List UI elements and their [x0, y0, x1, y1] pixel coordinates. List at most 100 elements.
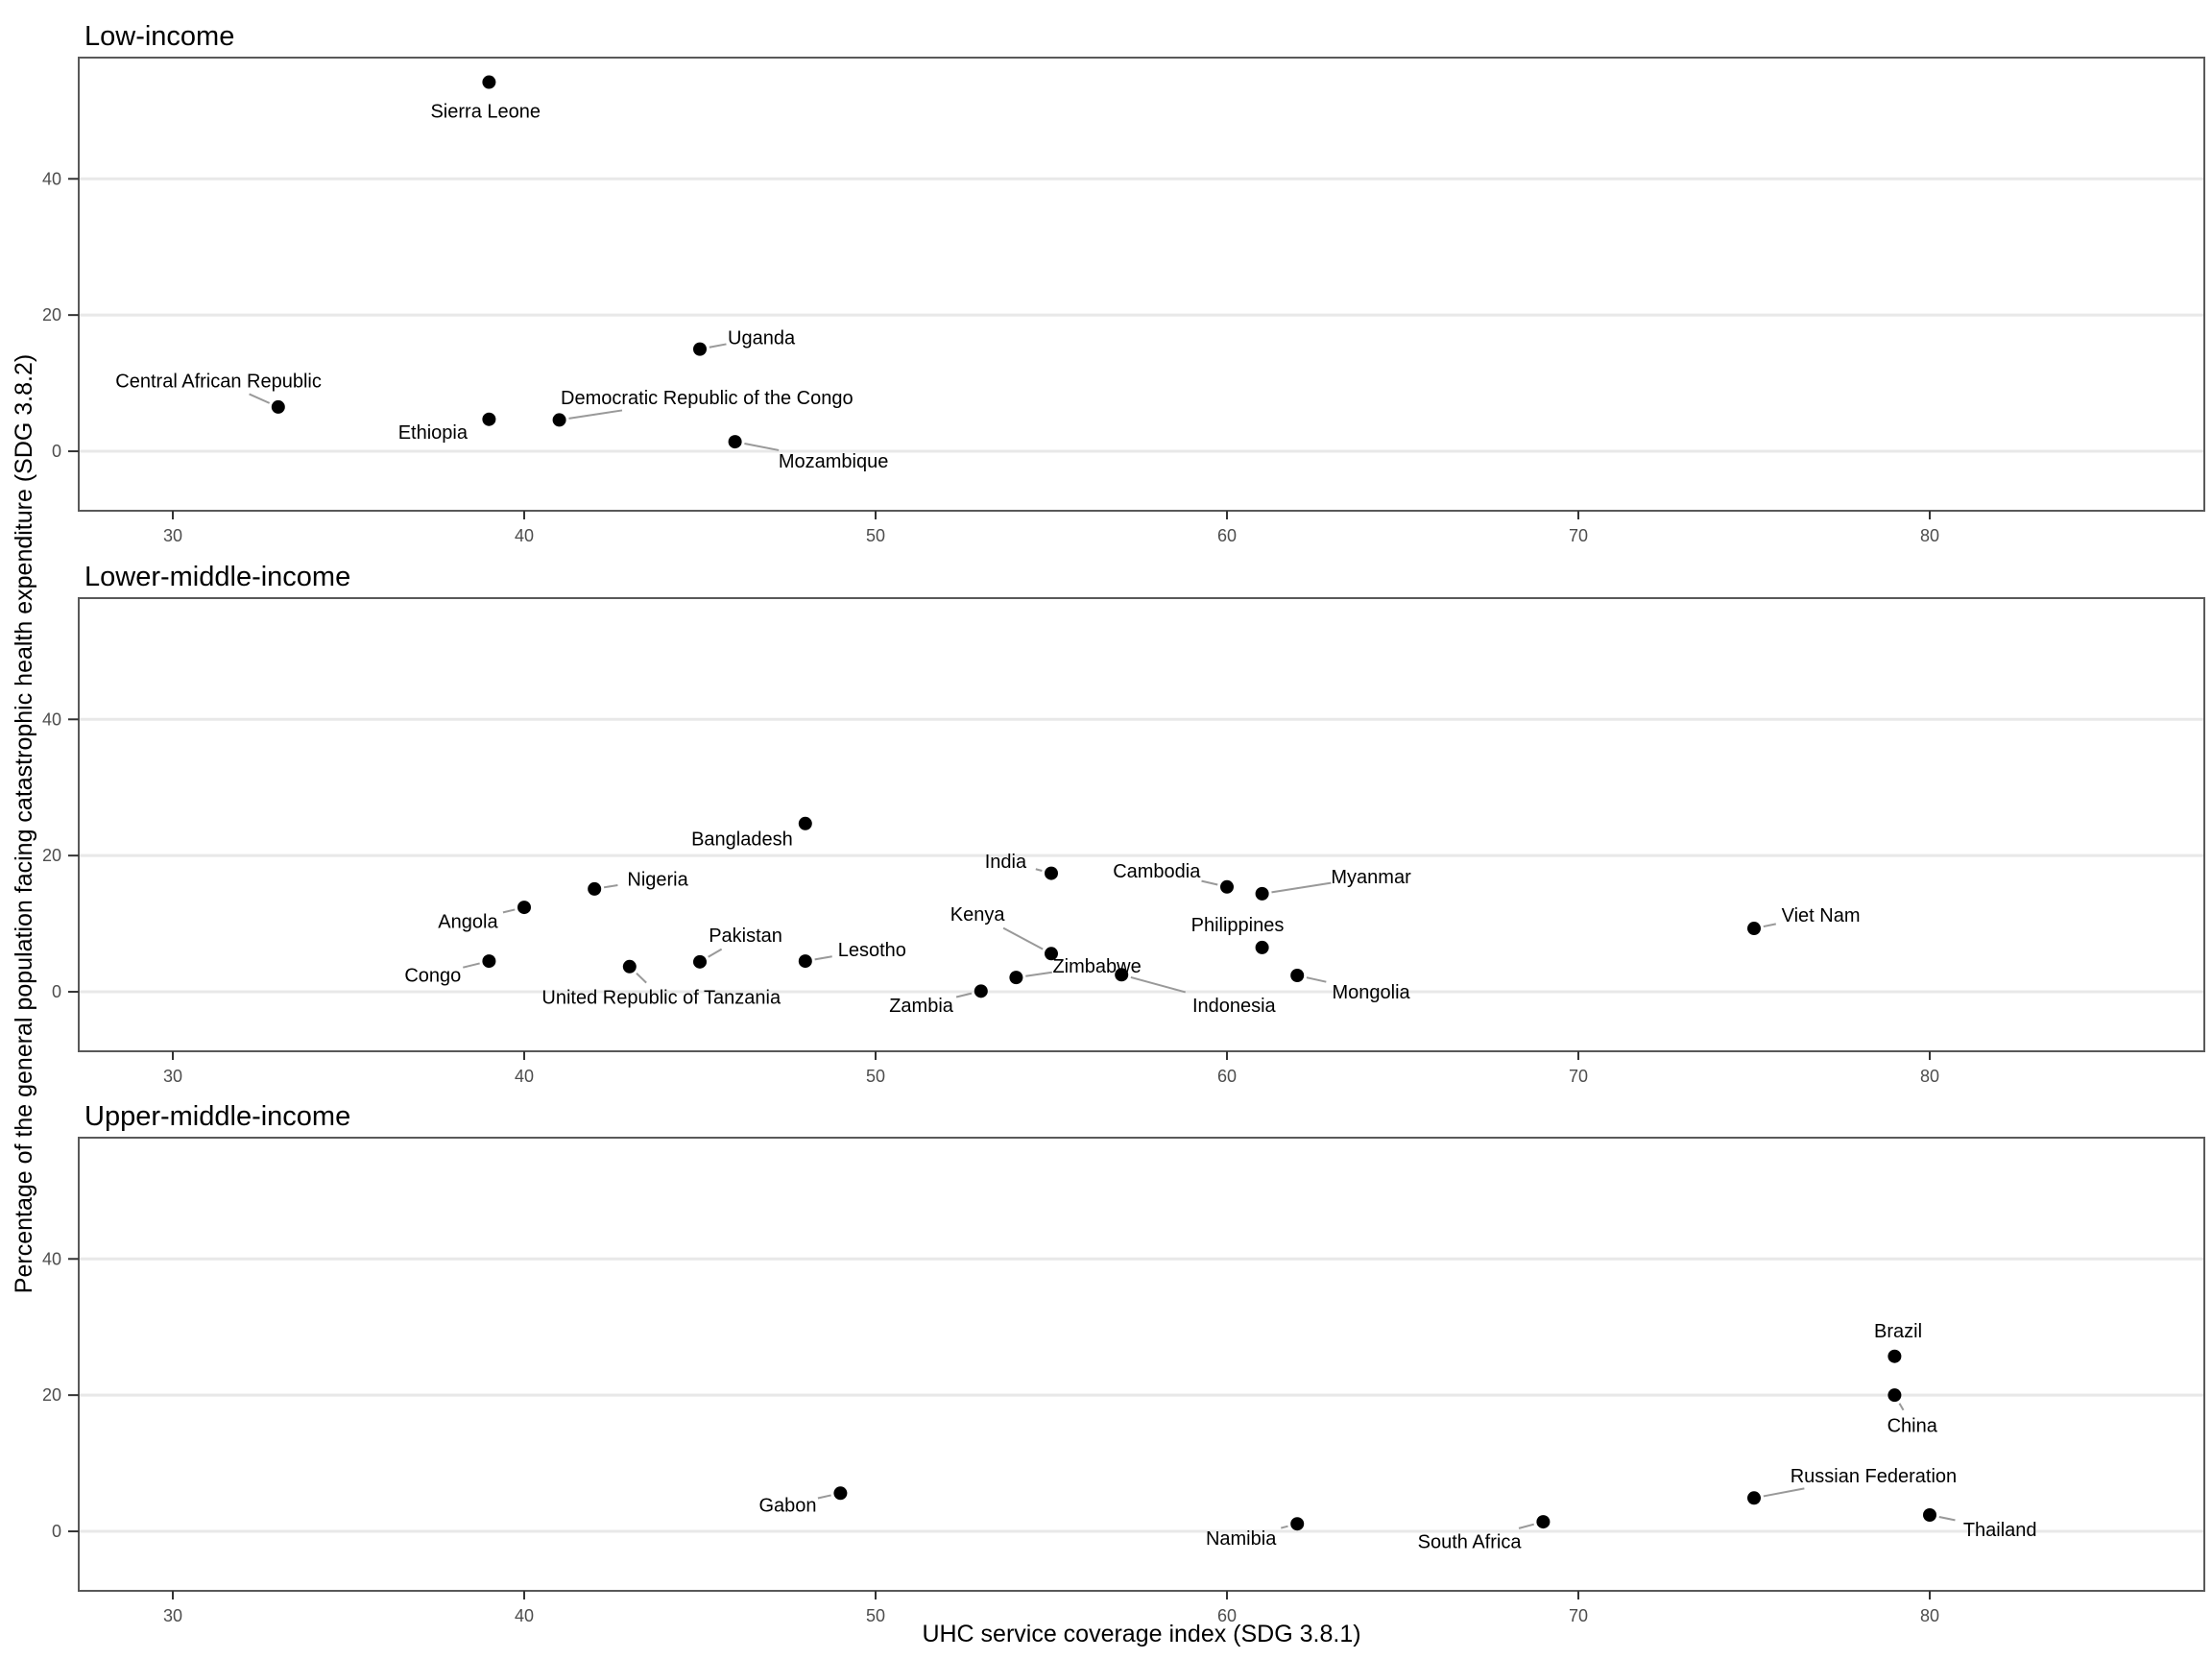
label-leader-line	[249, 393, 271, 404]
data-point-south-africa	[1536, 1515, 1551, 1529]
data-point-zimbabwe	[1009, 971, 1023, 985]
y-tick-label: 40	[42, 709, 61, 729]
point-label-cambodia: Cambodia	[1113, 861, 1201, 882]
facet-title-low-income: Low-income	[84, 21, 235, 52]
data-point-china	[1887, 1388, 1902, 1403]
y-tick-label: 20	[42, 305, 61, 325]
point-label-central-african-republic: Central African Republic	[115, 371, 322, 392]
point-label-viet-nam: Viet Nam	[1782, 905, 1861, 926]
label-leader-line	[636, 973, 647, 984]
data-point-mongolia	[1290, 969, 1305, 983]
point-label-russian-federation: Russian Federation	[1791, 1466, 1957, 1487]
data-point-myanmar	[1255, 886, 1269, 901]
label-leader-line	[1271, 881, 1332, 894]
y-tick-label: 20	[42, 846, 61, 865]
point-label-lesotho: Lesotho	[838, 940, 906, 961]
label-leader-line	[955, 992, 973, 998]
label-leader-line	[502, 908, 516, 914]
data-point-central-african-republic	[271, 399, 285, 414]
point-label-zimbabwe: Zimbabwe	[1052, 956, 1141, 977]
data-point-congo	[482, 954, 496, 969]
data-point-india	[1045, 866, 1058, 880]
point-label-democratic-republic-of-the-congo: Democratic Republic of the Congo	[561, 388, 854, 409]
data-point-bangladesh	[798, 816, 812, 830]
x-tick-label: 40	[515, 1606, 534, 1625]
label-leader-line	[709, 343, 727, 349]
data-point-nigeria	[588, 881, 602, 896]
label-leader-line	[1025, 971, 1052, 977]
data-point-gabon	[833, 1486, 848, 1501]
point-label-indonesia: Indonesia	[1192, 996, 1277, 1017]
label-leader-line	[1938, 1516, 1956, 1522]
data-point-ethiopia	[482, 412, 496, 426]
point-label-angola: Angola	[438, 911, 498, 932]
point-label-sierra-leone: Sierra Leone	[430, 101, 541, 122]
x-tick-label: 40	[515, 526, 534, 545]
x-tick-label: 80	[1920, 1067, 1939, 1086]
point-label-zambia: Zambia	[889, 996, 954, 1017]
data-point-viet-nam	[1747, 922, 1761, 936]
x-tick-label: 80	[1920, 526, 1939, 545]
data-point-lesotho	[798, 954, 812, 969]
point-label-kenya: Kenya	[950, 904, 1006, 926]
label-leader-line	[1763, 923, 1777, 928]
panel-border	[78, 597, 2205, 1052]
label-leader-line	[817, 1494, 831, 1500]
x-tick-label: 60	[1217, 1606, 1237, 1625]
label-leader-line	[1763, 1487, 1805, 1498]
y-tick-label: 20	[42, 1385, 61, 1405]
point-label-south-africa: South Africa	[1418, 1532, 1523, 1553]
data-point-democratic-republic-of-the-congo	[552, 413, 566, 427]
data-point-thailand	[1923, 1508, 1936, 1523]
point-label-myanmar: Myanmar	[1331, 867, 1411, 888]
label-leader-line	[1306, 976, 1327, 983]
data-point-philippines	[1255, 940, 1269, 954]
point-label-pakistan: Pakistan	[709, 926, 782, 947]
point-label-ethiopia: Ethiopia	[398, 422, 469, 444]
x-tick-label: 70	[1569, 526, 1588, 545]
point-label-namibia: Namibia	[1206, 1528, 1277, 1550]
y-tick-label: 40	[42, 1249, 61, 1268]
x-axis-title: UHC service coverage index (SDG 3.8.1)	[922, 1621, 1361, 1647]
label-leader-line	[744, 443, 780, 451]
label-leader-line	[814, 955, 832, 961]
x-tick-label: 50	[866, 1606, 885, 1625]
label-leader-line	[1002, 926, 1044, 950]
y-tick-label: 0	[52, 442, 61, 461]
data-point-zambia	[974, 984, 988, 998]
data-point-kenya	[1045, 947, 1058, 961]
point-label-china: China	[1887, 1415, 1938, 1436]
point-label-mozambique: Mozambique	[779, 451, 889, 472]
point-label-gabon: Gabon	[758, 1495, 816, 1516]
x-tick-label: 60	[1217, 526, 1237, 545]
y-tick-label: 0	[52, 982, 61, 1001]
label-leader-line	[603, 884, 618, 889]
point-label-india: India	[985, 852, 1027, 873]
x-tick-label: 30	[163, 1067, 182, 1086]
x-tick-label: 50	[866, 526, 885, 545]
point-label-thailand: Thailand	[1963, 1520, 2037, 1541]
label-leader-line	[1035, 868, 1043, 872]
panel-border	[78, 57, 2205, 512]
label-leader-line	[1281, 1525, 1288, 1529]
point-label-philippines: Philippines	[1191, 915, 1285, 936]
data-point-indonesia	[1115, 968, 1129, 982]
data-point-namibia	[1290, 1517, 1305, 1531]
x-tick-label: 80	[1920, 1606, 1939, 1625]
x-tick-label: 70	[1569, 1067, 1588, 1086]
point-label-nigeria: Nigeria	[627, 869, 688, 890]
label-leader-line	[1130, 975, 1186, 994]
x-tick-label: 30	[163, 526, 182, 545]
data-point-pakistan	[693, 954, 707, 969]
x-tick-label: 70	[1569, 1606, 1588, 1625]
point-label-uganda: Uganda	[728, 328, 796, 349]
x-tick-label: 50	[866, 1067, 885, 1086]
label-leader-line	[1898, 1403, 1905, 1411]
data-point-mozambique	[728, 435, 742, 449]
data-point-russian-federation	[1747, 1491, 1761, 1505]
label-leader-line	[1201, 879, 1218, 886]
x-tick-label: 30	[163, 1606, 182, 1625]
